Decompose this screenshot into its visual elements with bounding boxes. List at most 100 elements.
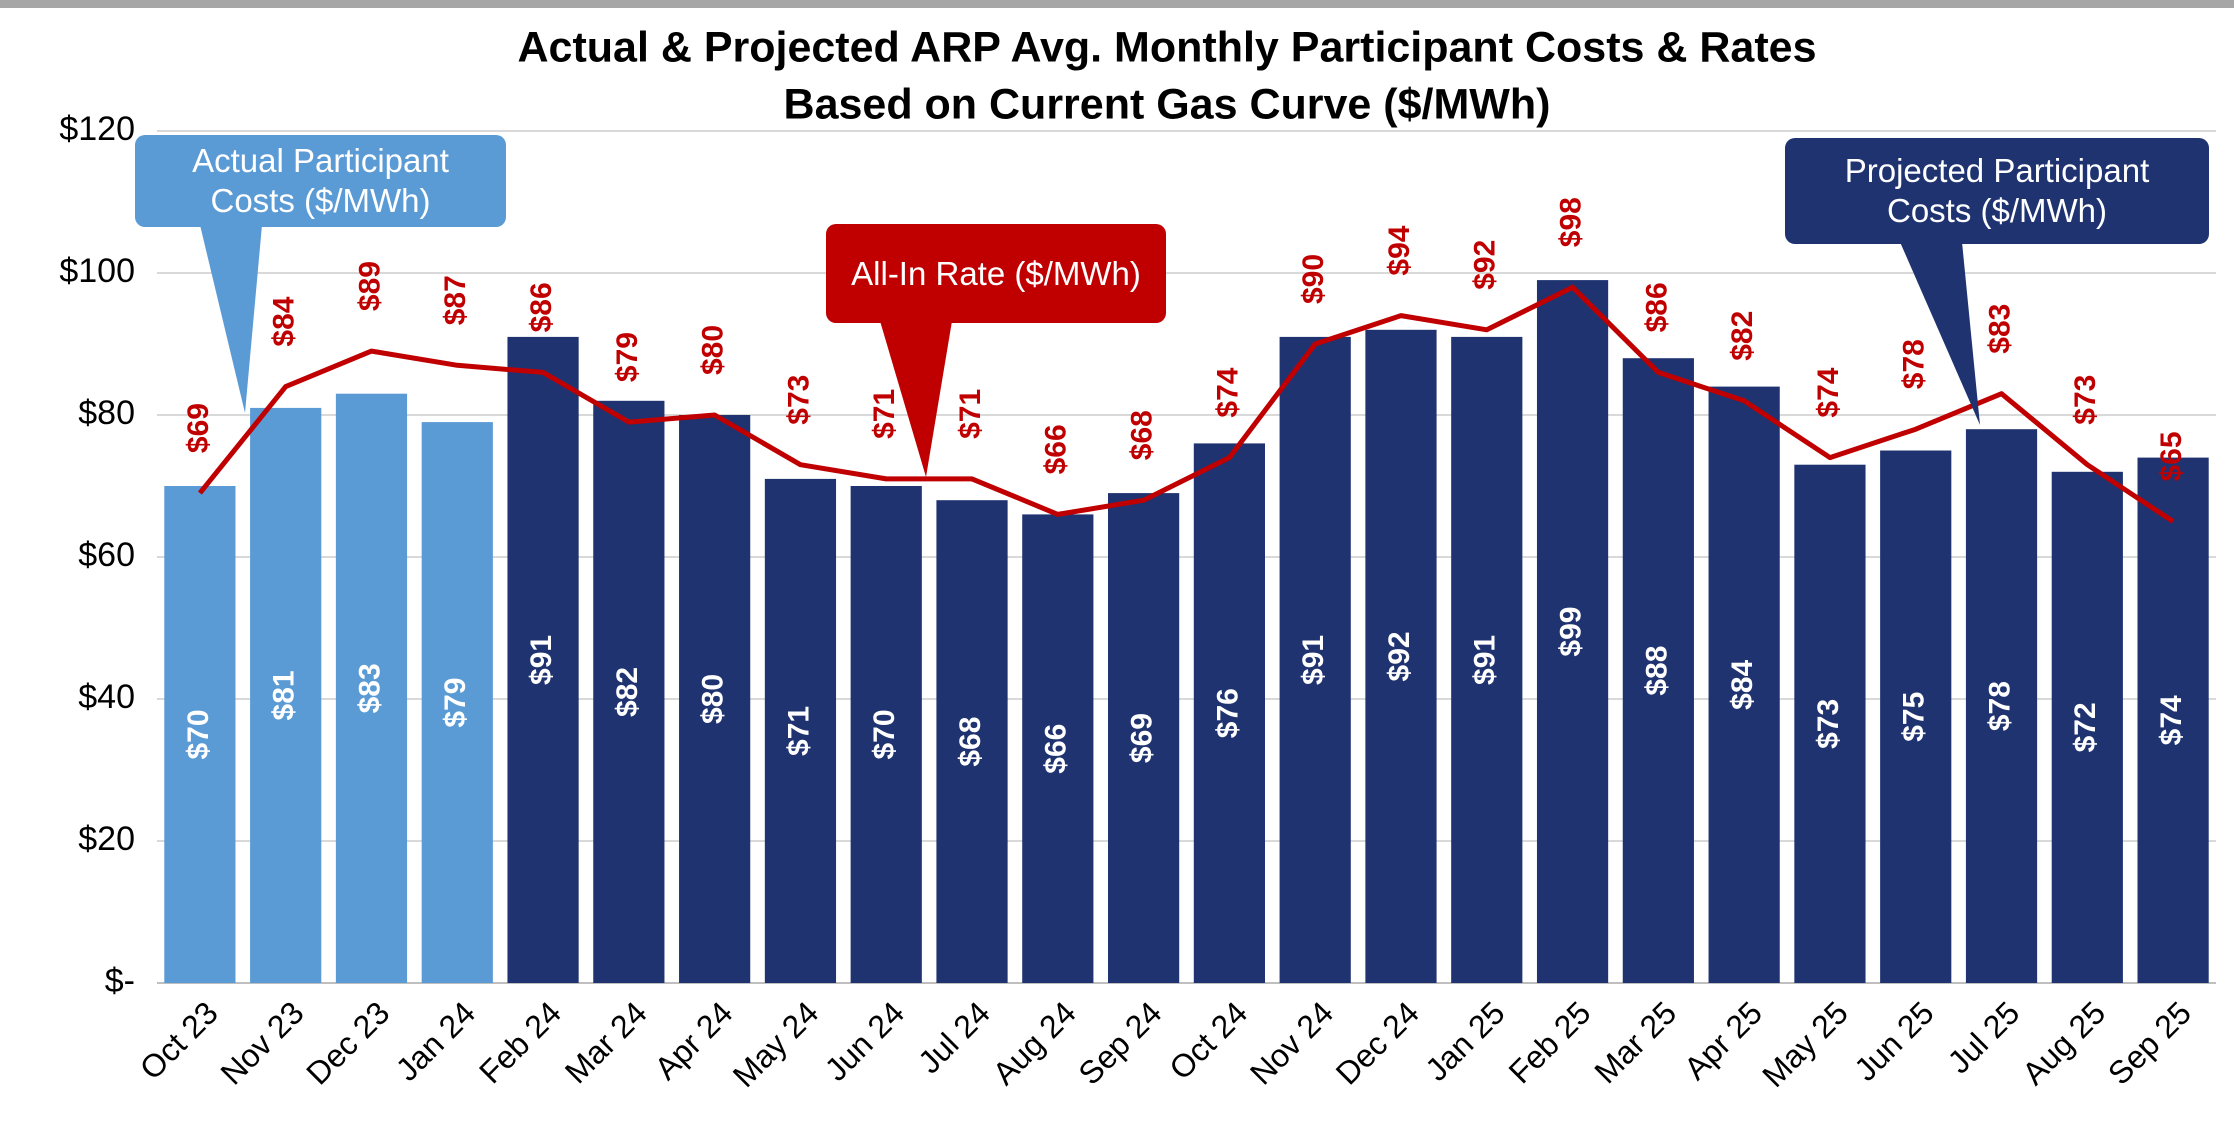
x-tick-label: Sep 24 (1071, 994, 1168, 1091)
bar (2137, 457, 2209, 984)
callout: All-In Rate ($/MWh) (826, 224, 1166, 323)
y-tick-label: $120 (59, 110, 135, 148)
bar-value-label: $68 (954, 717, 987, 767)
line-value-label: $79 (611, 332, 644, 382)
bar (421, 422, 493, 984)
bar-value-label: $91 (1297, 635, 1330, 685)
labels: $70 $81 $83 $79 $91 $82 $80 $71 $70 $68 $66 $69 $76 $… (182, 197, 2188, 774)
bars (164, 280, 2209, 984)
y-tick-label: $60 (78, 536, 135, 574)
x-tick-label: Oct 23 (133, 994, 225, 1086)
x-tick-label: Nov 24 (1243, 994, 1340, 1091)
y-tick-label: $80 (78, 394, 135, 432)
lines (197, 284, 2175, 524)
x-tick-label: Dec 24 (1329, 994, 1426, 1091)
chart-title: Based on Current Gas Curve ($/MWh) (784, 80, 1551, 128)
chart-title: Actual & Projected ARP Avg. Monthly Part… (517, 23, 1816, 71)
callout-pointer (200, 225, 262, 413)
x-tick-label: Mar 24 (558, 994, 654, 1090)
line-value-label: $92 (1469, 240, 1502, 290)
bar-value-label: $70 (182, 709, 215, 759)
x-tick-label: May 25 (1755, 994, 1855, 1094)
line (197, 284, 2175, 524)
bar-value-label: $73 (1812, 699, 1845, 749)
bar (679, 415, 751, 983)
line-value-label: $87 (439, 275, 472, 325)
x-tick-label: Nov 23 (213, 994, 310, 1091)
bar (764, 478, 837, 983)
bar (1880, 450, 1952, 983)
bar-value-label: $66 (1040, 724, 1073, 774)
bar (1536, 280, 1609, 984)
x-tick-label: May 24 (726, 994, 826, 1094)
bar-value-label: $74 (2155, 695, 2188, 745)
bar-value-label: $75 (1898, 692, 1931, 742)
y-tick-label: $20 (78, 820, 135, 858)
x-tick-label: Feb 24 (472, 994, 568, 1090)
line-value-label: $73 (2069, 375, 2102, 425)
x-tick-label: Jun 25 (1847, 994, 1940, 1087)
x-tick-label: Oct 24 (1162, 994, 1254, 1086)
line-value-label: $89 (353, 261, 386, 311)
line-value-label: $90 (1297, 254, 1330, 304)
x-tick-label: Jul 24 (911, 994, 997, 1080)
line-value-label: $83 (1983, 304, 2016, 354)
bar (1708, 386, 1780, 984)
bar-value-label: $88 (1640, 646, 1673, 696)
callout-pointer (880, 321, 952, 477)
line-value-label: $73 (782, 375, 815, 425)
bar (1794, 464, 1866, 983)
bar (1108, 493, 1180, 983)
top-border (0, 0, 2234, 8)
line-value-label: $74 (1211, 367, 1244, 417)
bar-value-label: $71 (782, 706, 815, 756)
bar (335, 393, 408, 983)
bar (1622, 358, 1694, 983)
y-tick-label: $100 (59, 252, 135, 290)
callout-pointer (1900, 242, 1980, 425)
bar-value-label: $79 (439, 678, 472, 728)
bar-value-label: $82 (611, 667, 644, 717)
line-value-label: $94 (1383, 225, 1416, 275)
line-value-label: $65 (2155, 431, 2188, 481)
bar-value-label: $83 (353, 663, 386, 713)
bar-value-label: $99 (1554, 607, 1587, 657)
bar (507, 336, 579, 983)
bar (2051, 471, 2123, 983)
bar-value-label: $91 (525, 635, 558, 685)
line-value-label: $98 (1554, 197, 1587, 247)
callout: Actual Participant Costs ($/MWh) (135, 135, 506, 227)
x-tick-label: Jan 24 (389, 994, 482, 1087)
bar-value-label: $76 (1211, 688, 1244, 738)
bar-value-label: $72 (2069, 702, 2102, 752)
x-tick-label: Apr 24 (647, 994, 739, 1086)
x-tick-label: Sep 25 (2101, 994, 2198, 1091)
bar (164, 486, 236, 983)
x-tick-label: Feb 25 (1502, 994, 1598, 1090)
bar (1451, 336, 1523, 983)
bar-value-label: $70 (868, 709, 901, 759)
line-value-label: $69 (182, 403, 215, 453)
x-tick-label: Jul 25 (1941, 994, 2027, 1080)
bar-value-label: $69 (1126, 713, 1159, 763)
line-value-label: $82 (1726, 311, 1759, 361)
line-value-label: $78 (1898, 339, 1931, 389)
bar (850, 486, 922, 983)
line-value-label: $84 (268, 296, 301, 346)
y-tick-label: $- (105, 962, 135, 1000)
bar (593, 400, 665, 983)
x-tick-label: Apr 25 (1677, 994, 1769, 1086)
bar-value-label: $80 (697, 674, 730, 724)
line-value-label: $71 (954, 389, 987, 439)
line-value-label: $74 (1812, 367, 1845, 417)
x-tick-label: Mar 25 (1587, 994, 1683, 1090)
y-tick-label: $40 (78, 678, 135, 716)
bar (1279, 336, 1351, 983)
bar (1965, 429, 2038, 983)
bar (250, 407, 322, 983)
bar-value-label: $78 (1983, 681, 2016, 731)
line-value-label: $80 (697, 325, 730, 375)
line-value-label: $86 (1640, 282, 1673, 332)
